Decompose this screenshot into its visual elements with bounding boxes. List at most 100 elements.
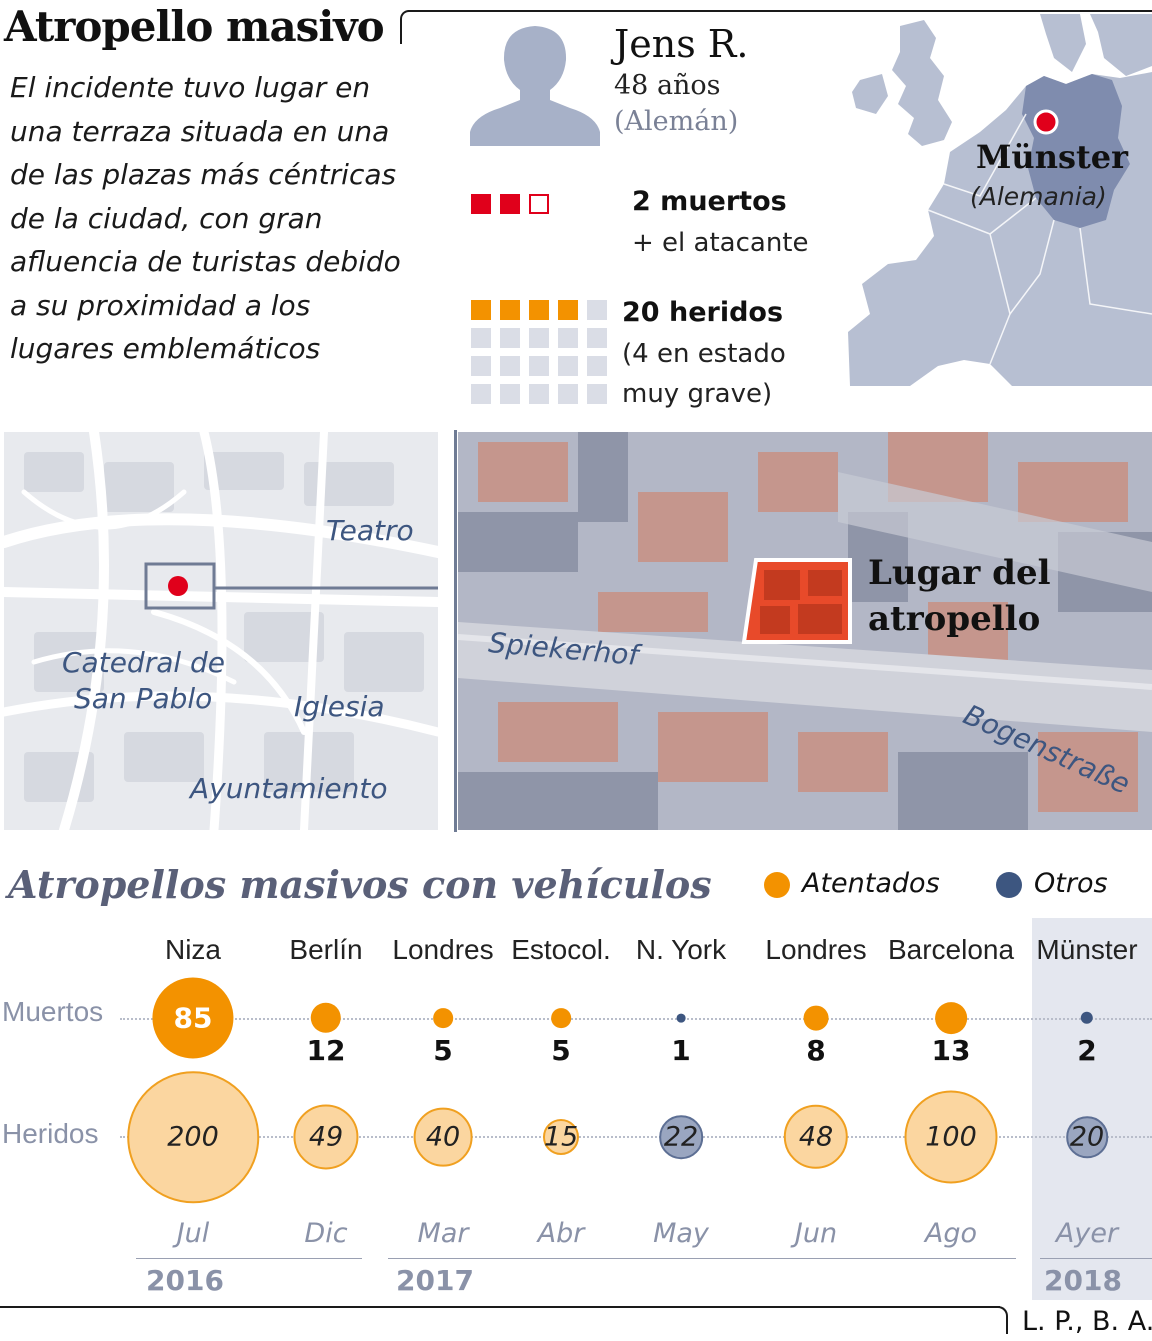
wounded-square <box>558 356 578 376</box>
wounded-value: 40 <box>425 1121 461 1153</box>
deaths-bubble <box>1080 1011 1094 1025</box>
event-city-label: Estocol. <box>511 934 611 965</box>
deaths-bubble <box>676 1013 686 1023</box>
wounded-bubble <box>904 1090 998 1184</box>
wounded-square <box>500 300 520 320</box>
wounded-bubble <box>413 1107 473 1167</box>
wounded-square <box>558 300 578 320</box>
legend-other-label: Otros <box>1034 868 1108 899</box>
wounded-square <box>558 328 578 348</box>
event-city-label: Münster <box>1036 934 1138 965</box>
wounded-square <box>587 384 607 404</box>
event-month-label: Jul <box>176 1218 210 1249</box>
map-label-iglesia: Iglesia <box>294 690 385 723</box>
title-rule <box>408 10 1152 12</box>
row-label-wounded: Heridos <box>2 1118 99 1149</box>
event-city-label: Londres <box>392 934 494 965</box>
wounded-bubble <box>127 1071 259 1203</box>
wounded-title: 20 heridos <box>622 297 784 328</box>
wounded-square <box>587 328 607 348</box>
wounded-value: 100 <box>925 1121 977 1153</box>
victim-name: Jens R. <box>614 22 749 66</box>
year-label-2017: 2017 <box>396 1264 474 1297</box>
event-city-label: Berlín <box>289 934 363 965</box>
deaths-bubble <box>551 1008 571 1028</box>
title-bracket <box>400 10 409 44</box>
deaths-bubble <box>310 1002 342 1034</box>
wounded-bubble <box>293 1104 359 1170</box>
wounded-square <box>587 300 607 320</box>
intro-text: El incidente tuvo lugar en una terraza s… <box>10 71 401 365</box>
current-event-highlight <box>1032 918 1152 1300</box>
wounded-value: 49 <box>308 1121 344 1153</box>
wounded-square <box>500 328 520 348</box>
deaths-title: 2 muertos <box>632 186 787 217</box>
incident-place-label-2: atropello <box>868 599 1041 639</box>
legend-attack-dot <box>764 872 790 898</box>
wounded-square <box>587 356 607 376</box>
wounded-square <box>500 384 520 404</box>
wounded-bubble <box>659 1115 703 1159</box>
map-label-teatro: Teatro <box>326 514 414 547</box>
deaths-value: 5 <box>551 1034 571 1067</box>
victim-nationality: (Alemán) <box>614 106 739 137</box>
wounded-square <box>558 384 578 404</box>
wounded-bubble <box>783 1104 849 1170</box>
wounded-value: 200 <box>167 1121 219 1153</box>
deaths-bubble <box>433 1008 453 1028</box>
event-month-label: Abr <box>537 1218 585 1249</box>
wounded-square <box>500 356 520 376</box>
event-month-label: Ayer <box>1055 1218 1119 1249</box>
aerial-photo <box>458 432 1152 830</box>
wounded-note-line-1: (4 en estado <box>622 339 786 369</box>
year-rule-2018 <box>1040 1258 1152 1259</box>
wounded-square <box>471 328 491 348</box>
wounded-value: 48 <box>798 1121 834 1153</box>
deaths-value: 12 <box>306 1034 346 1067</box>
deaths-bubble <box>935 1002 967 1034</box>
deaths-bubble: 85 <box>152 977 234 1059</box>
map-divider <box>454 430 457 832</box>
deaths-value: 8 <box>806 1034 826 1067</box>
year-label-2016: 2016 <box>146 1264 224 1297</box>
deaths-gridline <box>120 1018 1152 1020</box>
death-square <box>500 194 520 214</box>
wounded-square <box>471 384 491 404</box>
map-label-catedral-2: San Pablo <box>74 682 213 715</box>
wounded-square <box>471 300 491 320</box>
incident-place-label-1: Lugar del <box>868 553 1051 593</box>
event-city-label: Londres <box>765 934 867 965</box>
europe-city-label: Münster <box>976 138 1128 176</box>
deaths-value: 85 <box>173 1001 213 1035</box>
map-label-catedral-1: Catedral de <box>62 646 226 679</box>
person-silhouette-icon <box>470 26 600 146</box>
deaths-value: 13 <box>931 1034 971 1067</box>
deaths-bubble <box>803 1005 829 1031</box>
row-label-deaths: Muertos <box>2 996 104 1027</box>
wounded-square <box>529 300 549 320</box>
wounded-square <box>529 328 549 348</box>
street-map <box>4 432 438 830</box>
wounded-bubble <box>1066 1116 1108 1158</box>
event-month-label: Mar <box>417 1218 469 1249</box>
wounded-value: 20 <box>1069 1121 1105 1153</box>
wounded-square <box>529 356 549 376</box>
event-city-label: Barcelona <box>887 934 1015 965</box>
legend-attack-label: Atentados <box>802 868 940 899</box>
deaths-value: 1 <box>671 1034 691 1067</box>
europe-country-label: (Alemania) <box>970 182 1107 211</box>
credit: L. P., B. A. <box>1022 1306 1152 1337</box>
europe-map <box>840 14 1152 386</box>
footer-rule <box>0 1306 1000 1308</box>
page-title: Atropello masivo <box>4 2 385 51</box>
year-label-2018: 2018 <box>1044 1264 1122 1297</box>
event-month-label: Jun <box>794 1218 838 1249</box>
event-month-label: Ago <box>924 1218 978 1249</box>
year-rule-2017 <box>388 1258 1016 1259</box>
wounded-value: 15 <box>543 1121 579 1153</box>
wounded-gridline <box>120 1136 1152 1138</box>
deaths-value: 2 <box>1077 1034 1097 1067</box>
wounded-square <box>529 384 549 404</box>
death-square <box>471 194 491 214</box>
victim-age: 48 años <box>614 70 721 101</box>
